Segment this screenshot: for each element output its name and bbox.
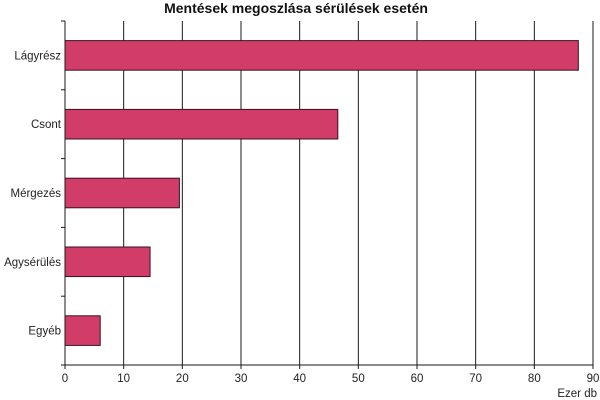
x-tick-label: 0 [62,373,68,385]
category-label: Csont [31,119,62,131]
category-label: Mérgezés [11,188,62,200]
x-tick-label: 90 [587,373,600,385]
bar-Lágyrész [64,40,579,71]
x-tick-label: 70 [469,373,482,385]
chart-title: Mentések megoszlása sérülések esetén [164,0,428,16]
x-tick-label: 60 [411,373,424,385]
bar-Mérgezés [64,177,180,209]
x-tick-label: 30 [235,373,248,385]
category-label: Agysérülés [4,257,61,269]
x-tick-label: 80 [528,373,541,385]
axes-layer [61,20,594,369]
bar-Egyéb [64,315,101,346]
bars-layer [64,40,579,346]
bar-Agysérülés [64,246,151,278]
bar-Csont [64,108,339,140]
grid-layer [123,21,594,365]
category-label: Lágyrész [14,50,61,62]
x-axis-unit-label: Ezer db [557,388,597,400]
labels-layer: 0 10 20 30 40 50 60 70 80 90 Lágyrész Csont Mérgezés… [4,50,599,385]
x-tick-label: 50 [352,373,365,385]
x-tick-label: 10 [117,373,130,385]
x-tick-label: 20 [176,373,189,385]
category-label: Egyéb [28,326,61,338]
x-tick-label: 40 [293,373,306,385]
